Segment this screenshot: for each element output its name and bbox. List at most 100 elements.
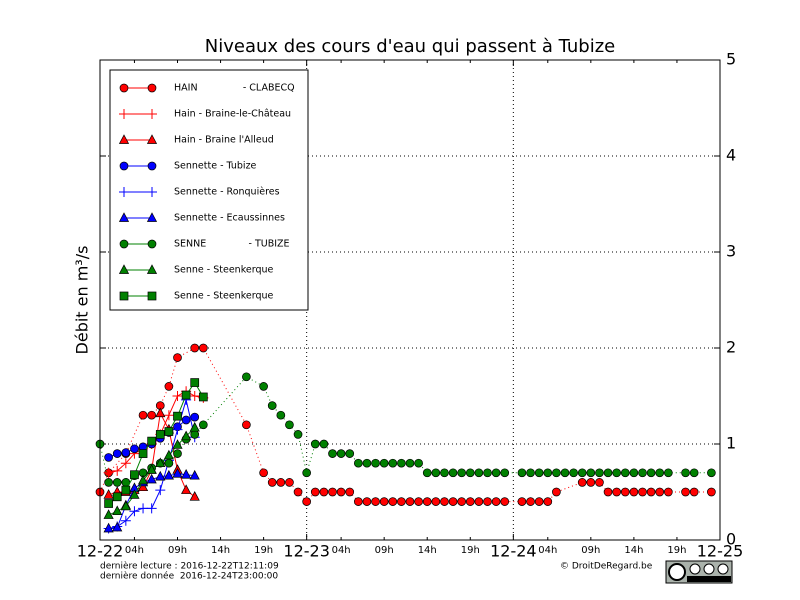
marker	[474, 468, 484, 478]
marker	[345, 487, 355, 497]
marker	[388, 497, 398, 506]
x-tick-label: 14h	[211, 545, 230, 556]
x-tick-label: 09h	[581, 545, 600, 556]
marker	[103, 522, 114, 533]
marker	[689, 468, 699, 478]
marker	[431, 468, 441, 478]
legend-marker	[147, 187, 157, 197]
marker	[629, 487, 639, 497]
marker	[103, 489, 114, 499]
marker	[388, 458, 398, 468]
marker	[112, 478, 122, 487]
marker	[155, 430, 165, 439]
legend-marker	[146, 212, 158, 222]
marker	[164, 458, 174, 468]
legend-label: Sennette - Ronquières	[174, 187, 280, 198]
marker	[129, 506, 140, 517]
marker	[198, 392, 208, 402]
legend-marker	[147, 161, 157, 171]
marker	[293, 430, 303, 439]
marker	[707, 468, 716, 478]
marker	[190, 378, 200, 387]
marker	[552, 468, 561, 478]
marker	[620, 468, 630, 478]
marker	[285, 478, 294, 487]
marker	[483, 497, 492, 506]
marker	[267, 478, 277, 487]
legend-marker	[119, 239, 129, 249]
marker	[137, 481, 149, 492]
marker	[163, 469, 174, 480]
marker	[155, 485, 166, 496]
credit: © DroitDeRegard.be	[560, 562, 653, 572]
marker	[319, 487, 329, 497]
marker	[500, 497, 510, 506]
legend-marker	[119, 161, 129, 171]
marker	[138, 449, 148, 458]
x-tick-label: 04h	[332, 545, 351, 556]
x-tick-label: 14h	[418, 545, 437, 556]
marker	[663, 468, 673, 478]
legend-marker	[118, 264, 130, 274]
marker	[173, 353, 182, 362]
marker	[198, 420, 208, 430]
marker	[146, 473, 157, 484]
legend-marker	[146, 134, 158, 144]
marker	[112, 449, 122, 458]
marker	[163, 449, 174, 460]
marker	[121, 448, 131, 457]
footer-text: dernière donnée 2016-12-24T23:00:00	[100, 571, 278, 582]
marker	[155, 407, 166, 418]
marker	[172, 391, 183, 401]
marker	[603, 487, 613, 497]
marker	[414, 458, 423, 468]
marker	[560, 468, 570, 478]
legend-marker	[147, 239, 157, 249]
marker	[543, 497, 553, 506]
marker	[491, 468, 501, 478]
marker	[172, 439, 183, 449]
marker	[112, 505, 123, 516]
marker	[689, 487, 699, 497]
marker	[173, 411, 182, 421]
legend-marker	[119, 109, 129, 119]
legend-label: Hain - Braine l'Alleud	[174, 135, 274, 146]
marker	[328, 487, 337, 497]
marker	[448, 497, 458, 506]
marker	[655, 468, 665, 478]
marker	[310, 487, 320, 497]
marker	[465, 497, 475, 506]
marker	[267, 401, 277, 410]
marker	[146, 503, 157, 514]
marker	[526, 468, 535, 478]
chart-title: Niveaux des cours d'eau qui passent à Tu…	[205, 36, 615, 57]
marker	[371, 458, 380, 468]
marker	[371, 497, 380, 506]
legend-marker	[119, 291, 129, 301]
marker	[121, 485, 131, 495]
marker	[526, 497, 535, 506]
marker	[353, 458, 363, 468]
marker	[112, 465, 123, 476]
marker	[638, 468, 647, 478]
marker	[164, 382, 174, 391]
y-tick-label: 1	[726, 434, 736, 453]
y-tick-label: 3	[726, 242, 736, 261]
marker	[259, 468, 268, 478]
y-tick-label: 0	[726, 530, 736, 549]
marker	[130, 444, 139, 454]
marker	[440, 468, 449, 478]
marker	[138, 410, 148, 420]
y-tick-label: 4	[726, 146, 736, 165]
legend-label: Senne - Steenkerque	[174, 265, 273, 276]
x-tick-label: 12-24	[490, 542, 537, 561]
marker	[190, 412, 200, 422]
marker	[362, 458, 372, 468]
x-tick-label: 09h	[168, 545, 187, 556]
x-tick-label: 04h	[125, 545, 144, 556]
x-tick-label: 09h	[375, 545, 394, 556]
x-tick-label: 12-22	[77, 542, 124, 561]
marker	[500, 468, 510, 478]
marker	[181, 468, 192, 479]
marker	[137, 474, 149, 485]
